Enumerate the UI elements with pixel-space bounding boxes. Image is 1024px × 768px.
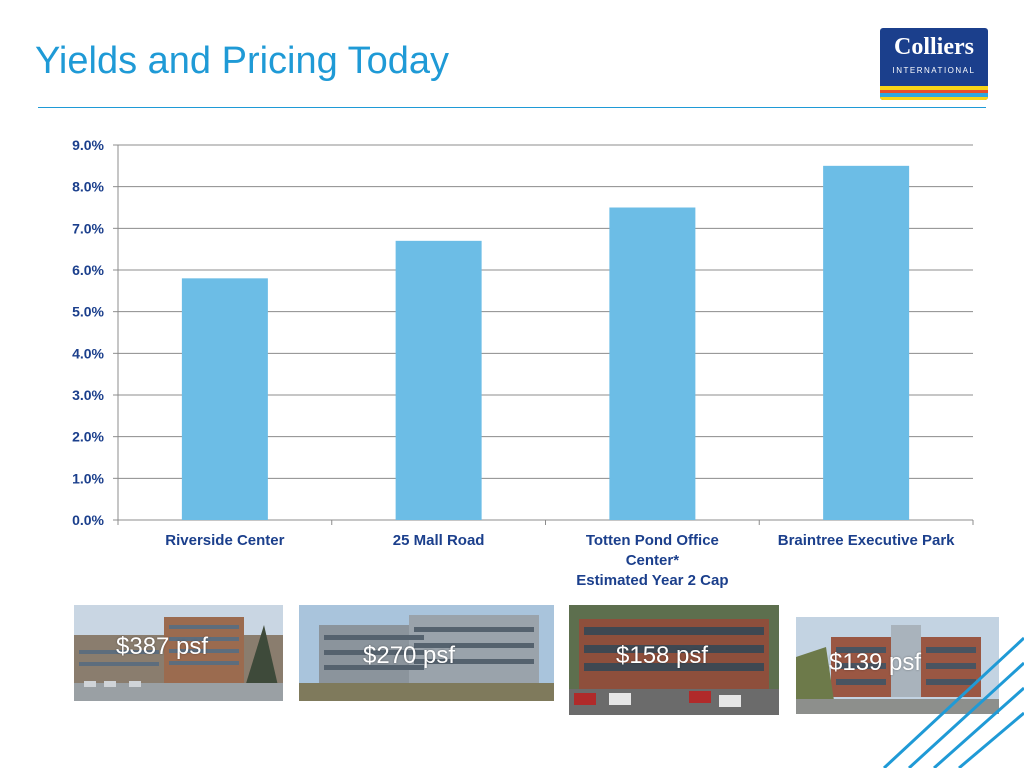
photo-riverside-center: $387 psf bbox=[74, 605, 283, 701]
x-tick-label: 25 Mall Road bbox=[393, 532, 485, 549]
bar bbox=[823, 165, 910, 521]
y-tick-label: 6.0% bbox=[72, 262, 104, 278]
bar bbox=[609, 207, 696, 520]
x-tick-label: Braintree Executive Park bbox=[778, 532, 955, 549]
y-tick-label: 4.0% bbox=[72, 345, 104, 361]
y-tick-label: 3.0% bbox=[72, 387, 104, 403]
y-tick-label: 5.0% bbox=[72, 304, 104, 320]
y-tick-label: 8.0% bbox=[72, 179, 104, 195]
logo-subtitle: INTERNATIONAL bbox=[892, 66, 976, 75]
x-tick-label-line: Riverside Center bbox=[165, 532, 284, 549]
x-tick-label-line: Estimated Year 2 Cap bbox=[576, 572, 728, 589]
title-divider bbox=[38, 107, 986, 108]
logo-name: Colliers bbox=[894, 34, 974, 60]
x-tick-label-line: Center* bbox=[626, 552, 680, 569]
x-tick-label: Riverside Center bbox=[165, 532, 284, 549]
y-tick-label: 1.0% bbox=[72, 470, 104, 486]
photo-totten-pond: $158 psf bbox=[569, 605, 779, 715]
price-label: $139 psf bbox=[829, 649, 922, 676]
colliers-logo: Colliers INTERNATIONAL bbox=[880, 28, 988, 100]
y-tick-label: 9.0% bbox=[72, 137, 104, 153]
yield-bar-chart: 0.0% 1.0% 2.0% 3.0% 4.0% 5.0% 6.0% 7.0% 8.0% 9.0%… bbox=[72, 137, 974, 589]
corner-decoration bbox=[882, 636, 1024, 768]
y-tick-label: 0.0% bbox=[72, 512, 104, 528]
logo-stripe bbox=[880, 89, 988, 93]
logo-stripes bbox=[880, 86, 988, 100]
price-label: $158 psf bbox=[616, 642, 709, 669]
x-tick-label-line: Totten Pond Office bbox=[586, 532, 719, 549]
bar bbox=[181, 278, 268, 520]
x-tick-label-line: Braintree Executive Park bbox=[778, 532, 955, 549]
logo-stripe bbox=[880, 96, 988, 100]
x-tick-label-line: 25 Mall Road bbox=[393, 532, 485, 549]
photo-braintree-executive-park: $139 psf bbox=[796, 617, 999, 714]
bar bbox=[395, 240, 482, 520]
logo-stripe bbox=[880, 93, 988, 97]
logo-stripe bbox=[880, 86, 988, 90]
y-tick-label: 2.0% bbox=[72, 429, 104, 445]
price-label: $270 psf bbox=[363, 642, 456, 669]
y-tick-label: 7.0% bbox=[72, 220, 104, 236]
photo-25-mall-road: $270 psf bbox=[299, 605, 554, 701]
x-tick-label: Totten Pond Office Center* Estimated Year … bbox=[576, 532, 728, 589]
slide-title: Yields and Pricing Today bbox=[35, 40, 450, 82]
price-label: $387 psf bbox=[116, 633, 209, 660]
